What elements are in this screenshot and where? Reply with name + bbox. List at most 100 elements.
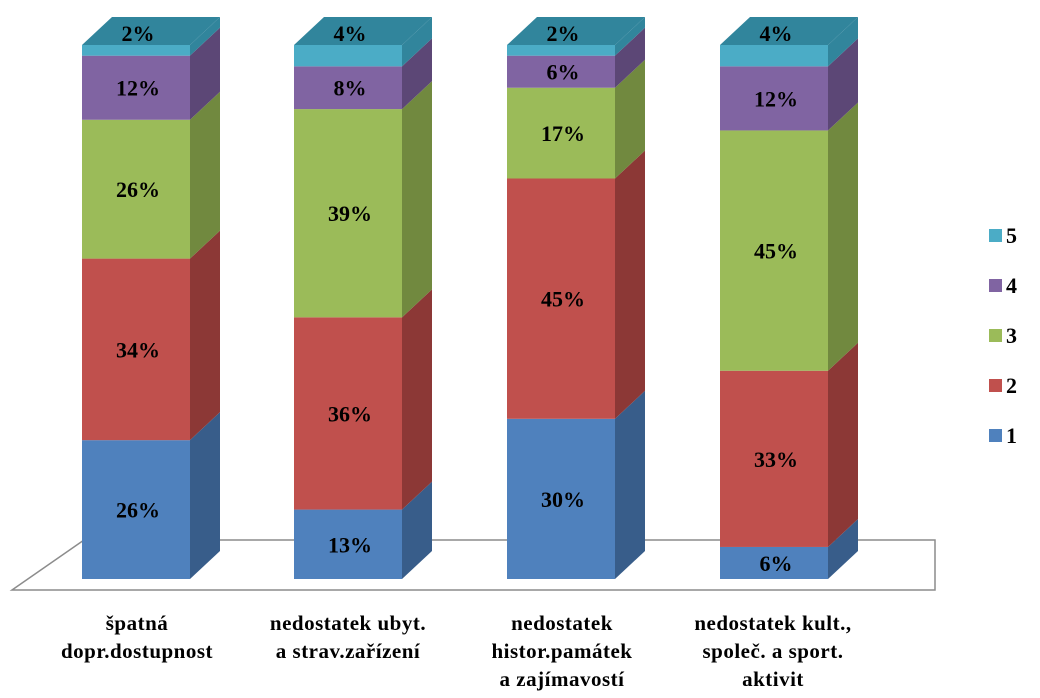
data-label: 12%	[116, 76, 160, 101]
bar-front-face	[507, 55, 615, 88]
bar-top-face	[294, 17, 432, 45]
data-label: 26%	[116, 177, 160, 202]
bar-front-face	[294, 45, 402, 67]
data-label: 8%	[334, 76, 367, 101]
bar-segment	[294, 81, 432, 318]
chart-floor	[9, 539, 936, 591]
bar-side-face	[828, 38, 858, 131]
category-label: nedostatek histor.památek a zajímavostí	[492, 611, 633, 691]
bar-front-face	[720, 66, 828, 131]
bar-segment	[507, 390, 645, 579]
bar-side-face	[402, 289, 432, 510]
data-label: 39%	[328, 201, 372, 226]
legend-swatch	[989, 279, 1002, 292]
bar-side-face	[615, 390, 645, 579]
bar-top-face	[507, 17, 645, 45]
bar-front-face	[294, 317, 402, 510]
data-label: 17%	[541, 121, 585, 146]
bar-side-face	[615, 150, 645, 419]
bar-front-face	[82, 45, 190, 56]
bar-side-face	[190, 412, 220, 579]
bar-segment	[294, 17, 432, 67]
bar-front-face	[507, 418, 615, 579]
bar-segment	[294, 289, 432, 510]
legend-swatch	[989, 329, 1002, 342]
bar-side-face	[615, 17, 645, 56]
category-label: nedostatek kult., společ. a sport. aktivit	[694, 611, 851, 691]
data-label: 45%	[541, 287, 585, 312]
bar-side-face	[615, 59, 645, 179]
data-label: 26%	[116, 498, 160, 523]
legend-item: 5	[989, 223, 1017, 248]
bar-segment	[720, 17, 858, 67]
bar-front-face	[720, 546, 828, 579]
legend-label: 2	[1006, 373, 1017, 398]
category-labels: špatná dopr.dostupnost nedostatek ubyt. a s…	[61, 611, 851, 691]
bar-side-face	[615, 27, 645, 88]
bar-side-face	[828, 342, 858, 547]
data-label: 6%	[547, 60, 580, 85]
bar-segment	[82, 230, 220, 441]
data-label: 13%	[328, 532, 372, 557]
data-label: 4%	[760, 21, 793, 46]
bar-side-face	[402, 81, 432, 318]
data-label: 33%	[754, 447, 798, 472]
bars-group: 26% 34% 26% 12% 2% 13% 36% 39% 8% 4% 30% 45% 17% 6% 2%…	[82, 17, 858, 579]
data-label: 2%	[547, 21, 580, 46]
bar-front-face	[720, 45, 828, 67]
data-label: 34%	[116, 337, 160, 362]
bar-front-face	[507, 178, 615, 419]
bar-front-face	[720, 370, 828, 547]
data-label: 12%	[754, 86, 798, 111]
bar-segment	[720, 518, 858, 579]
bar-side-face	[828, 518, 858, 579]
bar-side-face	[402, 481, 432, 579]
bar-segment	[82, 17, 220, 56]
legend-item: 2	[989, 373, 1017, 398]
bar-segment	[507, 17, 645, 56]
bar-top-face	[82, 17, 220, 45]
legend-swatch	[989, 229, 1002, 242]
bar-segment	[720, 38, 858, 131]
legend-label: 3	[1006, 323, 1017, 348]
bar-front-face	[720, 130, 828, 371]
bar-side-face	[190, 27, 220, 120]
bar-front-face	[82, 119, 190, 259]
bar-side-face	[190, 17, 220, 56]
bar-front-face	[82, 258, 190, 441]
legend-item: 4	[989, 273, 1017, 298]
bar-front-face	[294, 109, 402, 318]
legend-item: 3	[989, 323, 1017, 348]
legend-item: 1	[989, 423, 1017, 448]
data-label: 30%	[541, 487, 585, 512]
legend-swatch	[989, 379, 1002, 392]
bar-segment	[507, 27, 645, 88]
bar-segment	[720, 342, 858, 547]
bar-segment	[82, 91, 220, 259]
bar-front-face	[82, 440, 190, 579]
bar-front-face	[294, 66, 402, 110]
data-label: 2%	[122, 21, 155, 46]
bar-segment	[294, 38, 432, 110]
bar-front-face	[507, 45, 615, 56]
bar-segment	[720, 102, 858, 371]
legend: 5 4 3 2 1	[989, 223, 1017, 448]
bar-front-face	[82, 55, 190, 120]
bar-side-face	[402, 17, 432, 67]
bar-front-face	[294, 509, 402, 579]
data-label: 6%	[760, 551, 793, 576]
bar-segment	[294, 481, 432, 579]
bar-segment	[82, 412, 220, 579]
bar-side-face	[828, 102, 858, 371]
legend-label: 1	[1006, 423, 1017, 448]
bar-top-face	[720, 17, 858, 45]
legend-swatch	[989, 429, 1002, 442]
bar-segment	[507, 150, 645, 419]
category-label: špatná dopr.dostupnost	[61, 611, 213, 663]
bar-segment	[507, 59, 645, 179]
category-label: nedostatek ubyt. a strav.zařízení	[270, 611, 426, 663]
bar-side-face	[402, 38, 432, 110]
data-label: 45%	[754, 239, 798, 264]
bar-side-face	[190, 230, 220, 441]
